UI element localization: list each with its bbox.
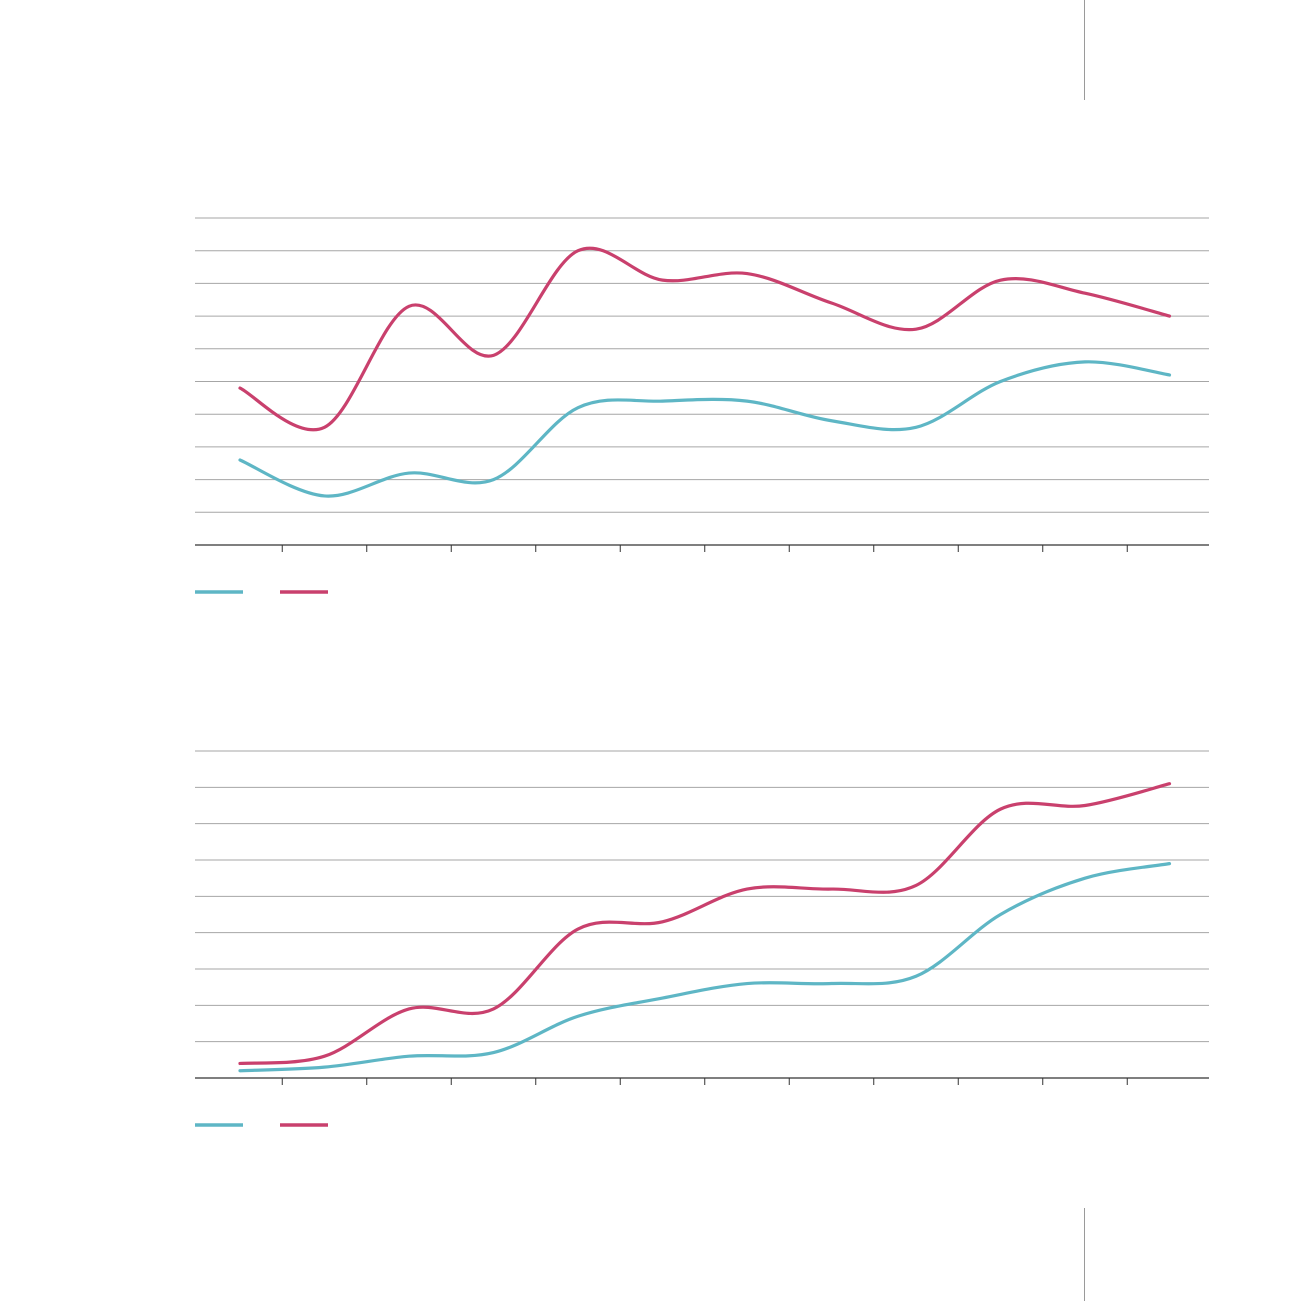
crop-mark-bottom — [1084, 1208, 1085, 1301]
series-line-2 — [238, 782, 1172, 1066]
series-line-1 — [238, 360, 1172, 498]
crop-mark-top — [1084, 0, 1085, 100]
chart-2 — [195, 750, 1209, 1127]
series-line-1 — [238, 862, 1172, 1073]
chart-1 — [195, 217, 1209, 594]
series-line-2 — [238, 246, 1172, 432]
